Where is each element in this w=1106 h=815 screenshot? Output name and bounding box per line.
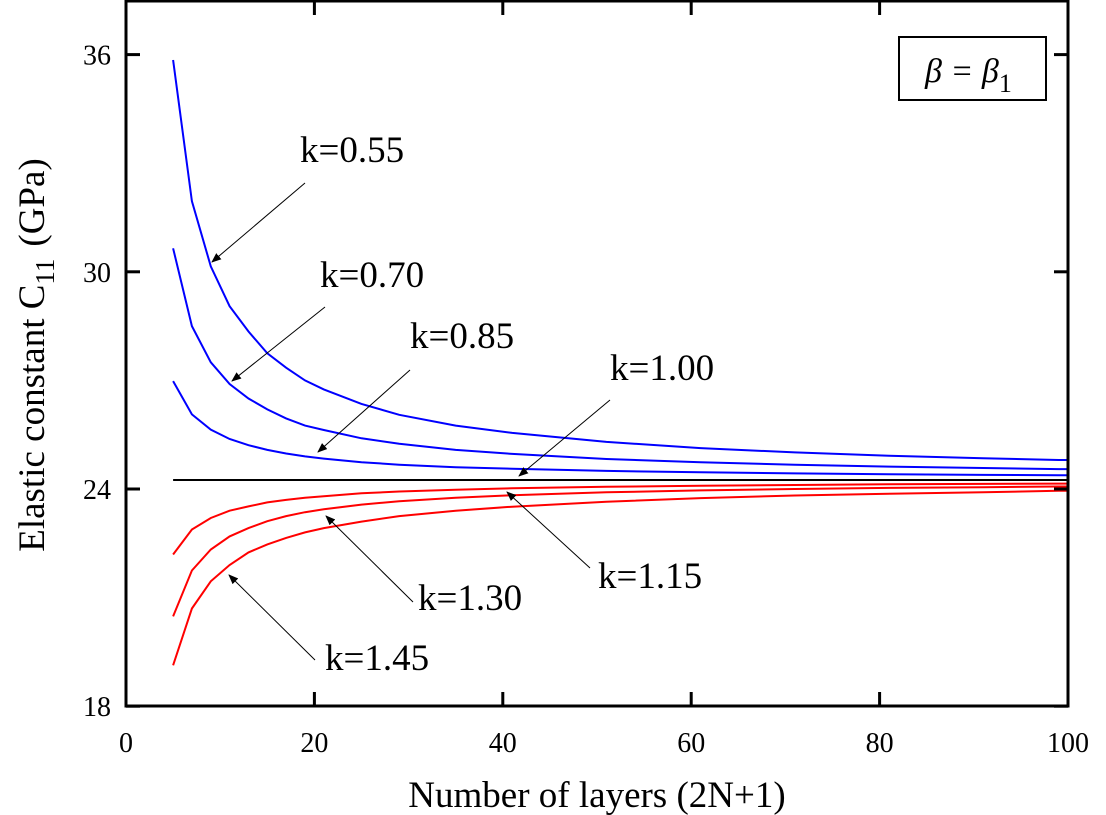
annotation-label: k=1.30	[418, 578, 522, 619]
legend-box: β = β1	[898, 36, 1047, 101]
annotation-label: k=1.45	[325, 638, 429, 679]
annotation-label: k=0.55	[300, 130, 404, 171]
series-line-145	[172, 489, 1069, 666]
y-tick-label: 24	[83, 475, 111, 506]
series-line-055	[172, 59, 1069, 462]
annotation-arrow	[317, 369, 411, 453]
annotation-label: k=1.00	[610, 348, 714, 389]
annotations-layer: k=0.55 k=0.70 k=0.85 k=1.00 k=1.15 k=1.30 k=1.…	[211, 130, 714, 679]
axes-layer: 0 20 40 60 80 100 18 24 30 36	[83, 0, 1089, 759]
annotation-label: k=0.85	[410, 316, 514, 357]
x-tick-label: 80	[866, 728, 894, 759]
annotation-arrow	[518, 399, 611, 477]
legend-text: β = β1	[924, 53, 1012, 98]
annotation-arrow	[325, 515, 414, 603]
x-tick-label: 60	[677, 728, 705, 759]
x-tick-label: 100	[1047, 728, 1089, 759]
annotation-arrow	[211, 182, 306, 263]
series-layer	[172, 59, 1069, 666]
annotation-arrow	[231, 306, 326, 382]
annotation-label: k=0.70	[320, 255, 424, 296]
annotation-arrow	[228, 574, 316, 661]
y-tick-label: 18	[83, 692, 111, 723]
annotation-label: k=1.15	[598, 556, 702, 597]
series-line-085	[172, 380, 1069, 477]
y-tick-label: 30	[83, 258, 111, 289]
series-line-130	[172, 485, 1069, 617]
series-line-070	[172, 248, 1069, 471]
y-axis-label: Elastic constant C11(GPa)	[12, 158, 60, 552]
x-tick-label: 40	[489, 728, 517, 759]
y-tick-label: 36	[83, 41, 111, 72]
x-tick-label: 0	[119, 728, 133, 759]
annotation-arrow	[506, 491, 591, 569]
x-axis-label: Number of layers (2N+1)	[408, 775, 785, 815]
plot-frame	[124, 0, 1070, 708]
series-line-115	[172, 482, 1069, 556]
x-tick-label: 20	[300, 728, 328, 759]
